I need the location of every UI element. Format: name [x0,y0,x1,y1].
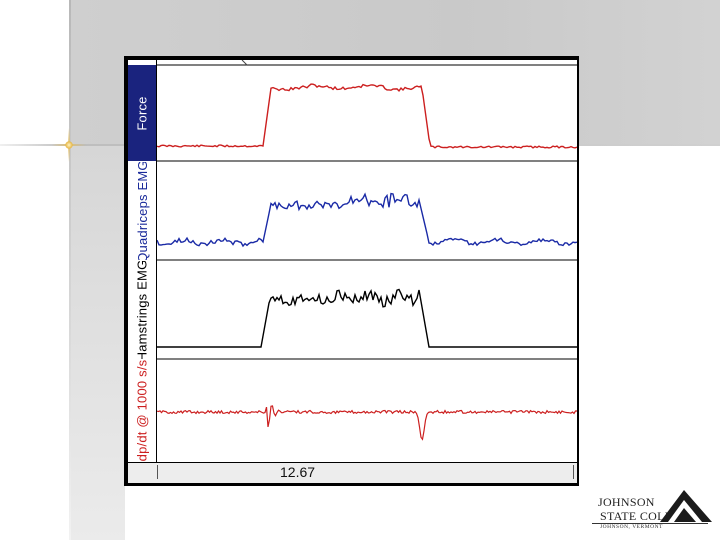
logo-place: JOHNSON, VERMONT [600,524,663,530]
slide-background-side [70,145,125,540]
time-axis-bar[interactable]: 12.67 [128,462,577,483]
mountain-icon [660,490,712,522]
channel-label-force[interactable]: Force [128,65,156,161]
channel-label-column: Force Quadriceps EMG Hamstrings EMG dp/d… [128,60,157,462]
channel-label-text: Hamstrings EMG [134,261,150,359]
channel-label-dpdt[interactable]: dp/dt @ 1000 s/s [128,360,156,461]
time-readout: 12.67 [280,464,316,480]
channel-label-text: Force [134,95,150,131]
slide-vertical-rule [69,0,71,540]
logo-rule [592,523,708,524]
channel-label-text: dp/dt @ 1000 s/s [134,360,150,461]
hamstrings-emg-trace [157,288,577,348]
logo-name-line1: JOHNSON [598,495,655,509]
sparkle-ornament [52,128,86,162]
channel-label-text: Quadriceps EMG [134,162,150,260]
channel-label-quadriceps[interactable]: Quadriceps EMG [128,162,156,260]
force-trace [157,83,577,149]
recording-panel: Force Quadriceps EMG Hamstrings EMG dp/d… [128,60,577,483]
dpdt-trace [157,405,577,441]
time-tick [157,465,158,479]
channel-label-hamstrings[interactable]: Hamstrings EMG [128,261,156,359]
waveform-svg [157,60,577,441]
time-tick [573,465,574,479]
quadriceps-emg-trace [157,192,577,248]
college-logo: JOHNSON STATE COLLEGE JOHNSON, VERMONT [588,486,716,532]
waveform-area[interactable] [157,60,577,462]
